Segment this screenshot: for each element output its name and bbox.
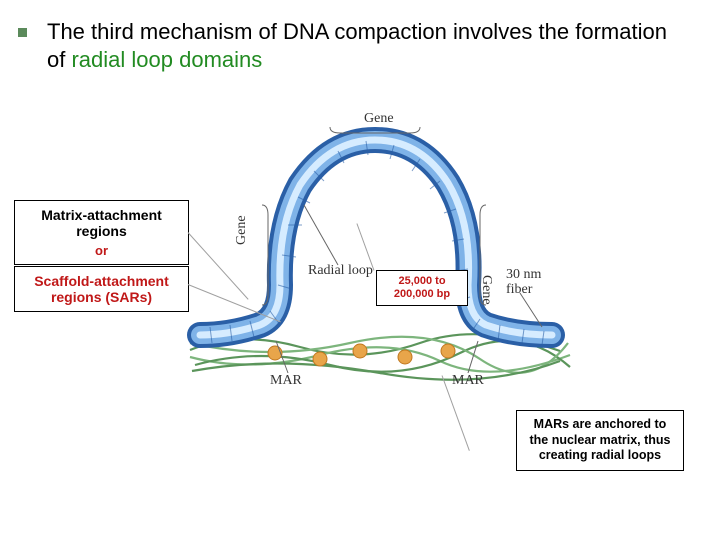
bp-line2: 200,000 bp	[379, 288, 465, 301]
label-mar-right: MAR	[452, 373, 484, 389]
diagram-svg	[180, 125, 580, 395]
main-bullet-text: The third mechanism of DNA compaction in…	[47, 18, 690, 73]
mar-callout-line1: Matrix-attachment regions	[15, 201, 188, 241]
sar-callout-text: Scaffold-attachment regions (SARs)	[34, 273, 169, 305]
mar-callout-or: or	[15, 241, 188, 264]
label-fiber: 30 nm fiber	[506, 267, 556, 298]
label-gene-left: Gene	[234, 215, 250, 245]
anchor-callout-box: MARs are anchored to the nuclear matrix,…	[516, 410, 684, 471]
main-text-green: radial loop domains	[71, 47, 262, 72]
mar-callout-box: Matrix-attachment regions or	[14, 200, 189, 265]
label-gene-right: Gene	[478, 275, 494, 305]
anchor-callout-text: MARs are anchored to the nuclear matrix,…	[529, 417, 670, 462]
label-gene-top: Gene	[364, 111, 394, 127]
sar-callout-box: Scaffold-attachment regions (SARs)	[14, 266, 189, 312]
radial-loop-diagram: Gene Gene Gene Radial loop MAR MAR 30 nm…	[180, 125, 580, 395]
bp-callout-box: 25,000 to 200,000 bp	[376, 270, 468, 306]
label-radial-loop: Radial loop	[308, 263, 373, 279]
label-mar-left: MAR	[270, 373, 302, 389]
bullet-icon	[18, 28, 27, 37]
bp-line1: 25,000 to	[379, 275, 465, 288]
